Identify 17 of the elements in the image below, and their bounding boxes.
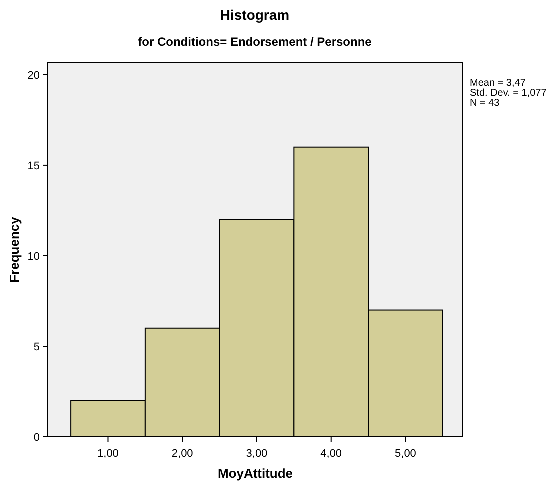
x-tick-label: 4,00	[320, 448, 342, 460]
chart-subtitle: for Conditions= Endorsement / Personne	[138, 35, 372, 49]
x-axis-title: MoyAttitude	[218, 466, 294, 481]
y-tick-label: 5	[34, 341, 40, 354]
y-tick-label: 0	[34, 432, 40, 444]
text: Mean = 3,47	[470, 78, 526, 89]
x-tick-label: 2,00	[172, 448, 194, 460]
y-tick-label: 20	[28, 70, 40, 82]
chart-title: Histogram	[220, 7, 290, 23]
text: Std. Dev. = 1,077	[470, 88, 548, 99]
y-axis-title: Frequency	[7, 216, 22, 283]
y-tick-label: 15	[28, 160, 40, 172]
text: N = 43	[470, 98, 500, 109]
x-tick-label: 3,00	[246, 448, 268, 460]
y-tick-label: 10	[28, 250, 40, 263]
x-tick-label: 1,00	[98, 448, 119, 460]
x-tick-label: 5,00	[395, 448, 416, 460]
